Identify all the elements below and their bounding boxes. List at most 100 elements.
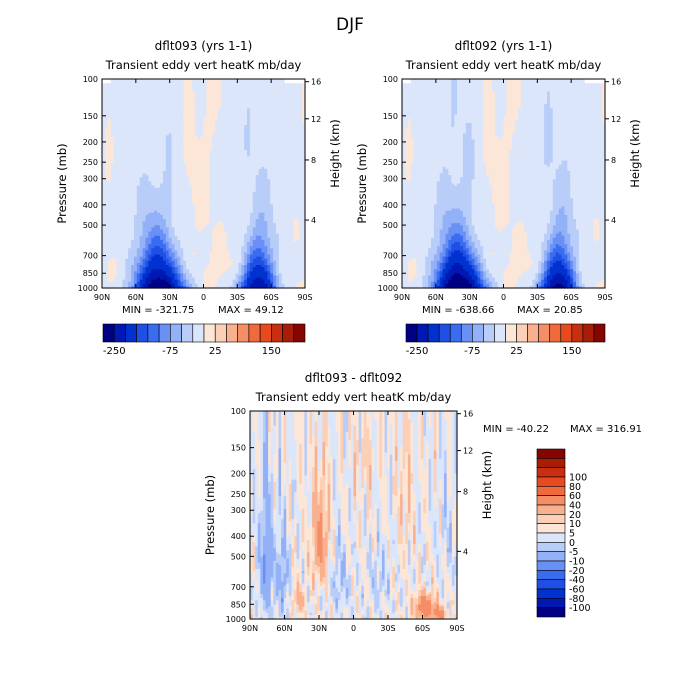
heatmap-cell xyxy=(215,89,219,93)
heatmap-cell xyxy=(200,129,205,132)
heatmap-cell xyxy=(122,110,126,114)
heatmap-cell xyxy=(296,116,300,120)
heatmap-cell xyxy=(200,81,205,84)
heatmap-cell xyxy=(270,81,274,84)
heatmap-cell xyxy=(206,118,210,122)
heatmap-cell xyxy=(139,110,144,114)
heatmap-cell xyxy=(128,106,132,109)
heatmap-cell xyxy=(229,127,234,130)
heatmap-cell xyxy=(119,79,123,82)
heatmap-cell xyxy=(142,81,147,84)
heatmap-cell xyxy=(281,97,286,101)
heatmap-cell xyxy=(133,124,138,128)
heatmap-cell xyxy=(116,97,120,101)
heatmap-cell xyxy=(252,99,257,103)
heatmap-cell xyxy=(273,124,277,128)
heatmap-cell xyxy=(148,112,152,116)
heatmap-cell xyxy=(165,79,170,82)
heatmap-cell xyxy=(191,114,196,118)
heatmap-cell xyxy=(244,124,248,128)
heatmap-cell xyxy=(244,91,248,95)
heatmap-cell xyxy=(160,85,164,88)
heatmap-cell xyxy=(171,101,176,105)
heatmap-cell xyxy=(229,97,234,101)
heatmap-cell xyxy=(247,87,251,91)
heatmap-cell xyxy=(191,97,196,101)
heatmap-cell xyxy=(165,131,170,134)
heatmap-cell xyxy=(252,79,257,82)
heatmap-cell xyxy=(189,104,193,107)
heatmap-cell xyxy=(116,116,120,120)
heatmap-cell xyxy=(235,122,239,126)
heatmap-cell xyxy=(255,106,260,109)
heatmap-cell xyxy=(165,104,170,107)
heatmap-cell xyxy=(107,95,112,99)
heatmap-cell xyxy=(284,83,289,86)
heatmap-cell xyxy=(131,83,135,86)
heatmap-cell xyxy=(119,120,123,124)
heatmap-cell xyxy=(154,127,158,130)
heatmap-cell xyxy=(258,124,263,128)
heatmap-cell xyxy=(116,99,120,103)
heatmap-cell xyxy=(223,101,228,105)
heatmap-cell xyxy=(220,124,225,128)
heatmap-cell xyxy=(287,124,292,128)
heatmap-cell xyxy=(165,120,170,124)
heatmap-cell xyxy=(209,127,213,130)
heatmap-cell xyxy=(255,110,260,114)
heatmap-cell xyxy=(183,101,187,105)
heatmap-cell xyxy=(148,99,152,103)
heatmap-cell xyxy=(267,110,271,114)
heatmap-cell xyxy=(191,91,196,95)
heatmap-cell xyxy=(276,85,280,88)
heatmap-cell xyxy=(180,89,184,93)
heatmap-cell xyxy=(247,81,251,84)
heatmap-cell xyxy=(154,81,158,84)
heatmap-cell xyxy=(267,114,271,118)
heatmap-cell xyxy=(139,85,144,88)
heatmap-cell xyxy=(226,89,231,93)
heatmap-cell xyxy=(276,101,280,105)
heatmap-cell xyxy=(287,120,292,124)
heatmap-cell xyxy=(116,89,120,93)
heatmap-cell xyxy=(162,79,167,82)
heatmap-cell xyxy=(296,85,300,88)
heatmap-cell xyxy=(299,91,303,95)
heatmap-cell xyxy=(261,83,265,86)
heatmap-cell xyxy=(128,95,132,99)
heatmap-cell xyxy=(278,101,283,105)
heatmap-cell xyxy=(177,118,181,122)
heatmap-cell xyxy=(255,87,260,91)
heatmap-cell xyxy=(194,89,199,93)
panel-title: dflt093 (yrs 1-1) xyxy=(155,39,253,53)
heatmap-cell xyxy=(145,112,149,116)
heatmap-cell xyxy=(255,129,260,132)
heatmap-cell xyxy=(284,99,289,103)
heatmap-cell xyxy=(293,124,297,128)
heatmap-cell xyxy=(284,124,289,128)
heatmap-cell xyxy=(113,106,118,109)
heatmap-cell xyxy=(197,108,202,111)
heatmap-cell xyxy=(241,110,245,114)
heatmap-cell xyxy=(270,122,274,126)
heatmap-cell xyxy=(223,97,228,101)
heatmap-cell xyxy=(119,87,123,91)
heatmap-cell xyxy=(119,106,123,109)
heatmap-cell xyxy=(116,131,120,134)
heatmap-cell xyxy=(238,122,242,126)
heatmap-cell xyxy=(200,120,205,124)
heatmap-cell xyxy=(194,116,199,120)
heatmap-cell xyxy=(122,83,126,86)
heatmap-cell xyxy=(203,93,207,97)
heatmap-cell xyxy=(273,79,277,82)
heatmap-cell xyxy=(267,81,271,84)
heatmap-cell xyxy=(290,99,294,103)
heatmap-cell xyxy=(302,122,306,126)
heatmap-cell xyxy=(267,129,271,132)
heatmap-cell xyxy=(183,118,187,122)
heatmap-cell xyxy=(218,110,222,114)
heatmap-cell xyxy=(284,89,289,93)
heatmap-cell xyxy=(162,106,167,109)
heatmap-cell xyxy=(148,110,152,114)
heatmap-cell xyxy=(122,124,126,128)
